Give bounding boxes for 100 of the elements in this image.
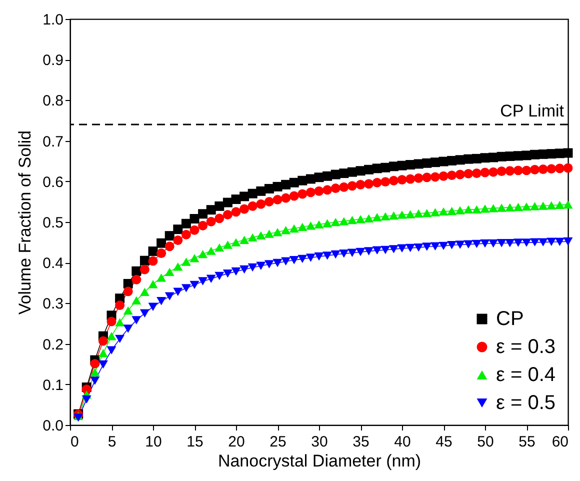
point — [214, 201, 224, 211]
point — [231, 238, 241, 246]
point — [123, 286, 133, 296]
point — [198, 220, 208, 230]
point — [148, 280, 158, 288]
point — [530, 238, 540, 246]
point — [190, 280, 200, 290]
point — [206, 246, 216, 255]
point — [464, 168, 474, 178]
point — [222, 210, 232, 220]
point — [388, 245, 398, 254]
point — [140, 256, 150, 266]
point — [173, 224, 183, 234]
point — [422, 208, 432, 218]
point — [240, 192, 250, 202]
point — [546, 238, 556, 246]
point — [98, 349, 108, 358]
point — [414, 209, 424, 218]
y-tick-label: 0.0 — [42, 418, 64, 434]
point — [173, 262, 183, 271]
point — [455, 170, 465, 180]
point — [364, 179, 374, 189]
point — [281, 226, 291, 234]
point — [272, 258, 282, 268]
point — [563, 148, 573, 158]
point — [256, 231, 266, 240]
point — [372, 246, 382, 255]
point — [438, 171, 448, 181]
point — [206, 216, 216, 226]
point — [406, 160, 416, 170]
point — [438, 242, 448, 250]
point — [513, 166, 523, 176]
point — [272, 228, 282, 236]
point — [306, 188, 316, 198]
y-axis-title: Volume Fraction of Solid — [16, 130, 35, 315]
point — [464, 205, 474, 214]
point — [272, 194, 282, 204]
point — [480, 239, 490, 248]
point — [406, 174, 416, 184]
point — [406, 210, 416, 218]
y-tick-label: 0.9 — [42, 52, 64, 70]
point — [347, 248, 357, 257]
point — [156, 238, 166, 248]
point — [414, 173, 424, 183]
point — [322, 252, 332, 260]
point — [364, 214, 374, 222]
point — [115, 300, 125, 310]
point — [356, 215, 366, 224]
point — [455, 206, 465, 214]
point — [90, 358, 100, 368]
point — [372, 178, 382, 188]
point — [206, 205, 216, 215]
point — [447, 156, 457, 166]
point — [496, 239, 506, 248]
point — [148, 302, 158, 311]
point — [464, 240, 474, 248]
x-tick-label: 20 — [228, 434, 245, 450]
point — [472, 168, 482, 178]
point — [256, 262, 266, 270]
point — [554, 148, 564, 158]
x-tick-label: 0 — [70, 434, 79, 450]
ref-line-label: CP Limit — [500, 102, 564, 121]
point — [330, 218, 340, 226]
y-tick-label: 0.5 — [42, 214, 64, 232]
point — [106, 332, 116, 340]
point — [231, 207, 241, 217]
point — [306, 254, 316, 262]
point — [496, 166, 506, 176]
point — [264, 260, 274, 268]
point — [281, 193, 291, 203]
x-tick-label: 35 — [352, 434, 370, 450]
legend-label: ε = 0.3 — [496, 336, 556, 358]
point — [181, 230, 191, 240]
point — [380, 212, 390, 220]
point — [356, 248, 366, 256]
point — [322, 219, 332, 228]
point — [422, 158, 432, 168]
point — [422, 242, 432, 251]
point — [322, 171, 332, 181]
legend-label: ε = 0.5 — [496, 392, 556, 414]
point — [464, 154, 474, 164]
point — [488, 239, 498, 248]
point — [240, 265, 250, 274]
x-tick-label: 25 — [270, 434, 286, 450]
point — [339, 217, 349, 226]
point — [513, 202, 523, 212]
point — [388, 162, 398, 172]
point — [538, 164, 548, 174]
x-tick-label: 50 — [477, 434, 494, 450]
point — [488, 167, 498, 177]
point — [530, 164, 540, 174]
point — [546, 164, 556, 174]
point — [173, 288, 183, 296]
point — [115, 318, 125, 326]
point — [447, 170, 457, 180]
point — [164, 268, 174, 276]
point — [480, 204, 490, 213]
point — [264, 196, 274, 206]
x-tick-label: 60 — [552, 434, 568, 450]
point — [563, 237, 573, 246]
